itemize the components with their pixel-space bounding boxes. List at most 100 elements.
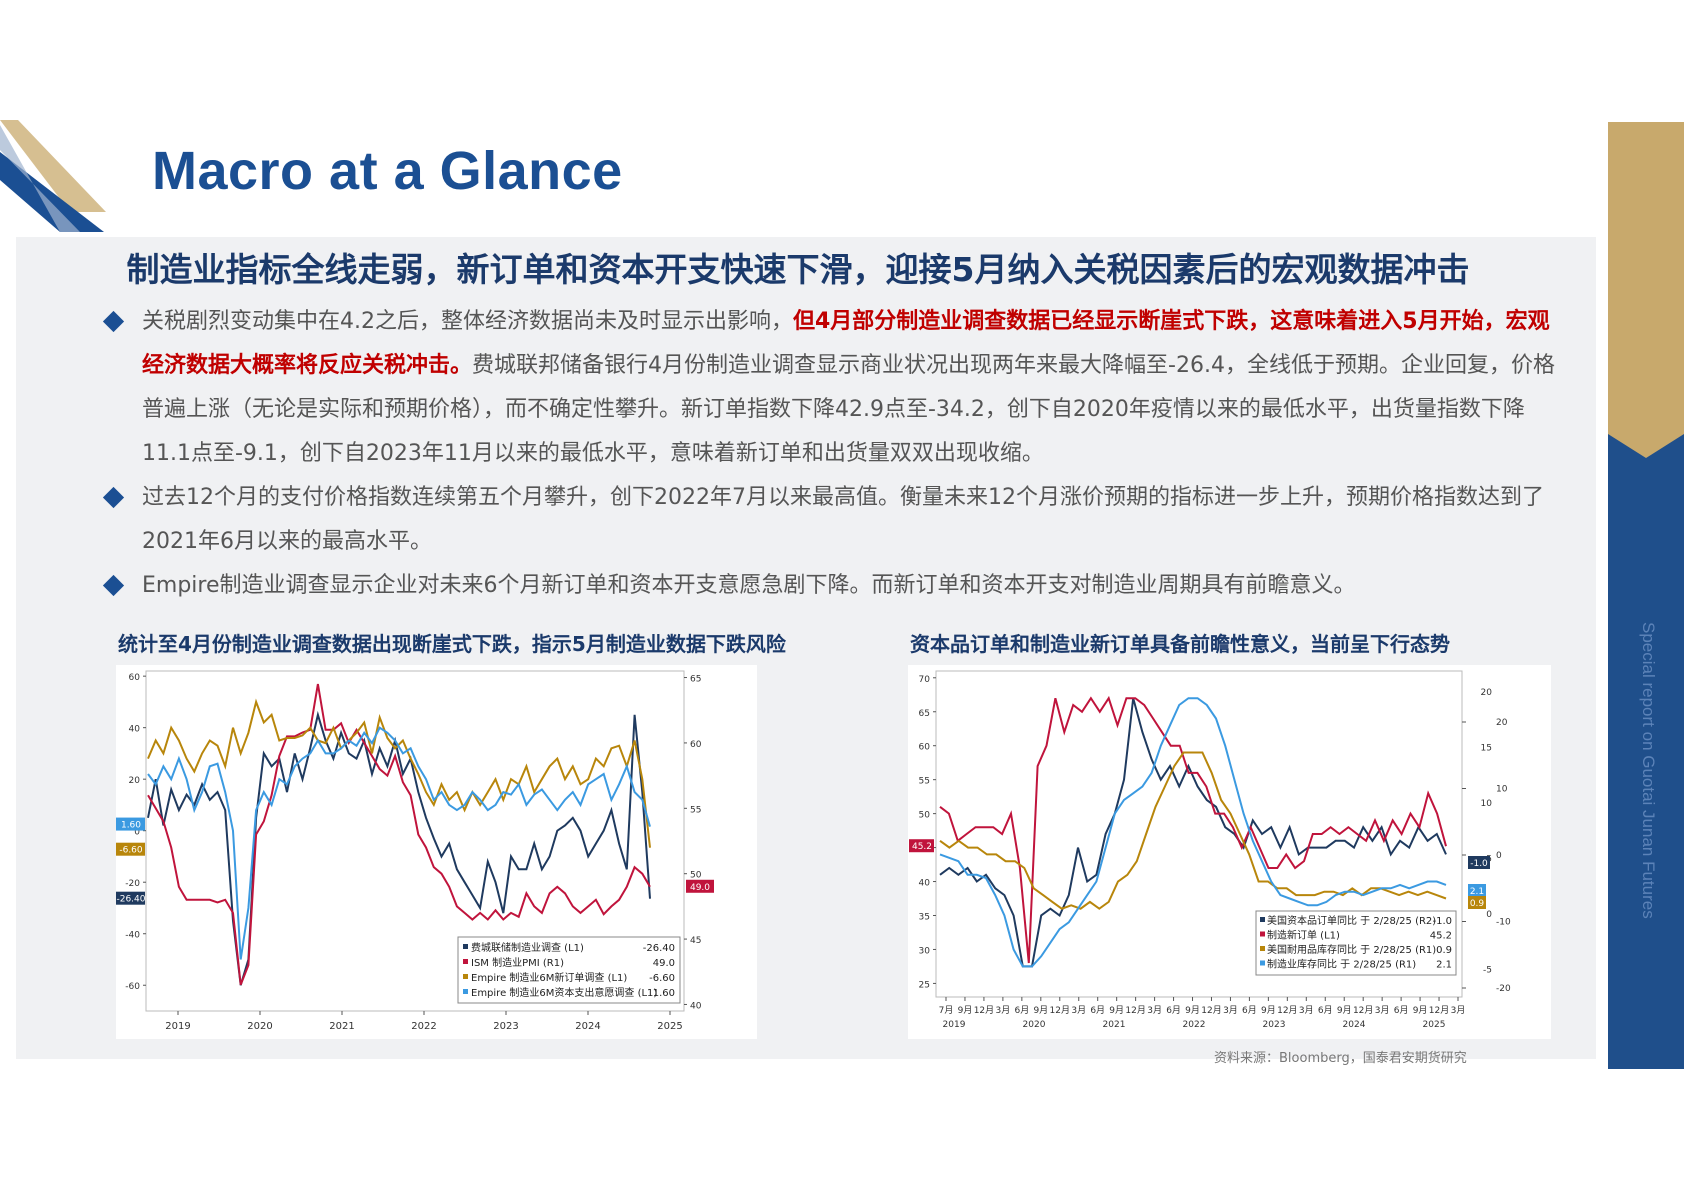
- series-line: [147, 710, 651, 986]
- y-tick-label: 70: [919, 675, 931, 685]
- diamond-bullet-icon: [102, 310, 125, 333]
- x-tick-label: 3月: [1147, 1005, 1162, 1016]
- x-tick-label: 12月: [1201, 1005, 1221, 1016]
- y2-tick-label: 0: [1486, 910, 1492, 920]
- plot-frame: [145, 670, 685, 1012]
- x-tick-label: 12月: [1125, 1005, 1145, 1016]
- x-tick-label: 7月: [939, 1005, 954, 1016]
- legend-label: 制造业库存同比 于 2/28/25 (R1): [1267, 958, 1416, 971]
- x-tick-label: 9月: [1109, 1005, 1124, 1016]
- y-tick-label: 55: [919, 777, 930, 787]
- y3-tick-label: -20: [1496, 984, 1511, 994]
- legend-swatch: [463, 989, 468, 994]
- sidebar-vertical-text: Special report on Guotai Junan Futures: [1639, 622, 1658, 919]
- legend-value: 45.2: [1430, 931, 1452, 942]
- x-tick-label: 2019: [165, 1021, 190, 1032]
- legend-label: 美国耐用品库存同比 于 2/28/25 (R1): [1267, 943, 1436, 956]
- y2-tick-label: 60: [690, 740, 702, 750]
- end-label: 45.2: [912, 842, 932, 852]
- y2-tick-label: 40: [690, 1001, 702, 1011]
- diamond-bullet-icon: [102, 574, 125, 597]
- x-tick-label: 3月: [1375, 1005, 1390, 1016]
- legend-label: ISM 制造业PMI (R1): [471, 956, 564, 969]
- y2-tick-label: 15: [1481, 744, 1492, 754]
- year-label: 2019: [943, 1020, 966, 1030]
- y2-tick-label: 45: [690, 936, 701, 946]
- end-label-box: [909, 839, 934, 853]
- sidebar-gold-block: [1608, 122, 1684, 434]
- end-label-box: [116, 891, 145, 905]
- legend-swatch: [1260, 946, 1265, 951]
- legend-value: 49.0: [653, 958, 675, 969]
- bullet-text: Empire制造业调查显示企业对未来6个月新订单和资本开支意愿急剧下降。而新订单…: [142, 573, 1356, 598]
- year-label: 2025: [1423, 1020, 1446, 1030]
- bullet-item: 过去12个月的支付价格指数连续第五个月攀升，创下2022年7月以来最高值。衡量未…: [100, 476, 1560, 564]
- x-tick-label: 12月: [1277, 1005, 1297, 1016]
- legend-swatch: [1260, 931, 1265, 937]
- end-label-box: [686, 879, 714, 893]
- y3-tick-label: 0: [1496, 851, 1502, 861]
- legend-value: 1.60: [653, 988, 675, 999]
- x-tick-label: 2023: [493, 1021, 518, 1032]
- y-tick-label: 60: [129, 673, 141, 683]
- y-tick-label: 50: [919, 811, 931, 821]
- y2-tick-label: 55: [690, 805, 701, 815]
- end-label: 2.1: [1470, 887, 1484, 897]
- x-tick-label: 3月: [1223, 1005, 1238, 1016]
- end-label-box: [116, 817, 145, 831]
- end-label: -1.0: [1470, 859, 1488, 869]
- x-tick-label: 3月: [996, 1005, 1011, 1016]
- x-tick-label: 2022: [411, 1021, 436, 1032]
- legend-swatch: [1260, 960, 1265, 966]
- x-tick-label: 2025: [657, 1021, 682, 1032]
- page-title: Macro at a Glance: [152, 141, 623, 201]
- x-tick-label: 9月: [1337, 1005, 1352, 1016]
- x-tick-label: 3月: [1071, 1005, 1086, 1016]
- x-tick-label: 9月: [958, 1005, 973, 1016]
- x-tick-label: 9月: [1033, 1005, 1048, 1016]
- series-line: [147, 683, 651, 986]
- bullet-item: 关税剧烈变动集中在4.2之后，整体经济数据尚未及时显示出影响，但4月部分制造业调…: [100, 300, 1560, 476]
- year-label: 2020: [1023, 1020, 1046, 1030]
- legend-swatch: [463, 944, 468, 949]
- legend-value: -6.60: [649, 973, 675, 984]
- legend-label: 制造新订单 (L1): [1267, 929, 1340, 942]
- series-line: [939, 695, 1447, 964]
- legend-label: 费城联储制造业调查 (L1): [471, 941, 584, 954]
- end-label: 0.9: [1470, 899, 1485, 909]
- year-label: 2022: [1183, 1020, 1206, 1030]
- chart2-orders-lines: 7065605550454035302520151050-520100-10-2…: [908, 665, 1551, 1039]
- end-label-box: [1468, 884, 1486, 897]
- legend-swatch: [463, 974, 468, 979]
- bullet-text: 过去12个月的支付价格指数连续第五个月攀升，创下2022年7月以来最高值。衡量未…: [142, 485, 1544, 554]
- x-tick-label: 9月: [1185, 1005, 1200, 1016]
- series-line: [939, 697, 1447, 968]
- y-tick-label: 40: [129, 725, 141, 735]
- x-tick-label: 6月: [1166, 1005, 1181, 1016]
- x-tick-label: 2020: [247, 1021, 272, 1032]
- y2-tick-label: 10: [1481, 799, 1493, 809]
- y-tick-label: -60: [125, 982, 140, 992]
- year-label: 2021: [1103, 1020, 1126, 1030]
- year-label: 2024: [1343, 1020, 1366, 1030]
- end-label: 1.60: [121, 821, 141, 831]
- y2-tick-label: 65: [690, 675, 701, 685]
- x-tick-label: 9月: [1413, 1005, 1428, 1016]
- legend-label: 美国资本品订单同比 于 2/28/25 (R2): [1267, 914, 1436, 927]
- x-tick-label: 2024: [575, 1021, 600, 1032]
- y-tick-label: -20: [125, 879, 140, 889]
- plot-frame: [935, 670, 1463, 998]
- legend-label: Empire 制造业6M新订单调查 (L1): [471, 971, 627, 984]
- y2-tick-label: -5: [1483, 966, 1492, 976]
- end-label-box: [1468, 856, 1490, 869]
- y-tick-label: 25: [919, 980, 930, 990]
- y-tick-label: 60: [919, 743, 931, 753]
- y-tick-label: -40: [125, 931, 140, 941]
- legend-value: -1.0: [1432, 916, 1452, 927]
- sidebar-notch: [1608, 432, 1684, 458]
- bullet-text: 费城联邦储备银行4月份制造业调查显示商业状况出现两年来最大降幅至-26.4，全线…: [142, 353, 1555, 466]
- x-tick-label: 12月: [1353, 1005, 1373, 1016]
- chart2-title: 资本品订单和制造业新订单具备前瞻性意义，当前呈下行态势: [910, 632, 1450, 656]
- end-label: -26.40: [116, 895, 145, 905]
- legend-box: [457, 936, 681, 1004]
